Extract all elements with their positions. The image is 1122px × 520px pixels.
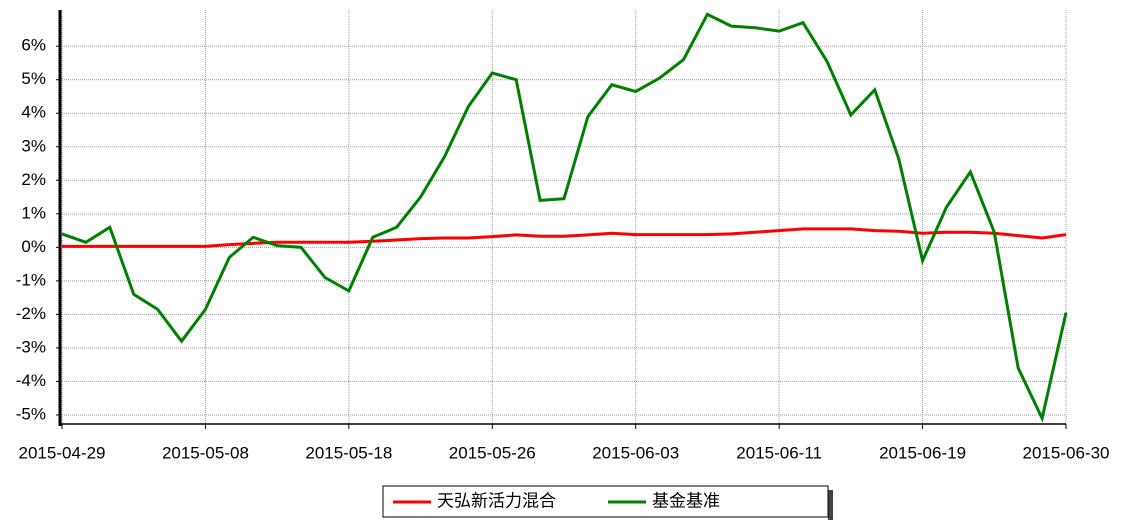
y-tick-label: 2%	[21, 170, 46, 189]
x-tick-label: 2015-05-08	[162, 443, 249, 462]
x-tick-label: 2015-06-19	[879, 443, 966, 462]
legend-shadow	[828, 490, 833, 520]
legend-box	[382, 485, 829, 518]
y-tick-label: 5%	[21, 69, 46, 88]
y-tick-label: -1%	[16, 270, 46, 289]
x-tick-label: 2015-04-29	[19, 443, 106, 462]
y-tick-label: 4%	[21, 103, 46, 122]
y-tick-label: -5%	[16, 404, 46, 423]
y-tick-label: 3%	[21, 136, 46, 155]
x-tick-label: 2015-06-11	[736, 443, 822, 462]
legend-label: 基金基准	[652, 491, 720, 510]
series-line	[62, 227, 1067, 248]
x-tick-label: 2015-05-26	[449, 443, 536, 462]
legend-label: 天弘新活力混合	[437, 491, 556, 510]
y-tick-label: -3%	[16, 337, 46, 356]
y-tick-label: 6%	[21, 36, 46, 55]
x-tick-label: 2015-05-18	[305, 443, 392, 462]
y-tick-label: -4%	[16, 371, 46, 390]
y-tick-label: 0%	[21, 237, 46, 256]
y-tick-label: 1%	[21, 203, 46, 222]
y-tick-label: -2%	[16, 304, 46, 323]
x-tick-label: 2015-06-30	[1023, 443, 1110, 462]
x-tick-label: 2015-06-03	[592, 443, 679, 462]
series-line	[61, 12, 1068, 423]
